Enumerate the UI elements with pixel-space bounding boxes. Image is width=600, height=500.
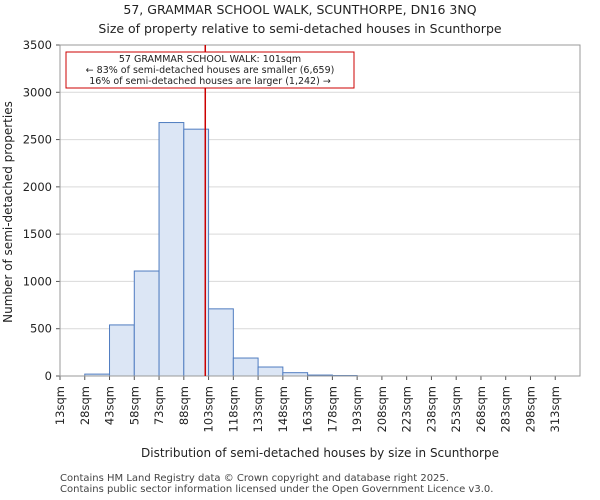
y-tick-label: 2500 — [23, 133, 52, 147]
y-tick-label: 3000 — [23, 85, 52, 99]
y-axis-label: Number of semi-detached properties — [1, 101, 15, 323]
x-tick-label: 238sqm — [424, 386, 438, 432]
x-tick-label: 58sqm — [127, 386, 141, 425]
bar — [183, 128, 210, 377]
annotation-box: 57 GRAMMAR SCHOOL WALK: 101sqm ← 83% of … — [65, 51, 355, 89]
y-tick-label: 1500 — [23, 227, 52, 241]
x-tick-label: 118sqm — [226, 386, 240, 432]
x-tick-label: 208sqm — [375, 386, 389, 432]
chart-subtitle: Size of property relative to semi-detach… — [98, 21, 501, 36]
x-tick-label: 73sqm — [152, 386, 166, 425]
y-tick-label: 0 — [45, 369, 52, 383]
x-tick-label: 13sqm — [53, 386, 67, 425]
y-tick-label: 500 — [30, 322, 52, 336]
x-axis-ticks: 13sqm 28sqm 43sqm 58sqm 73sqm 88sqm 103sqm 118s… — [53, 376, 562, 432]
x-tick-label: 148sqm — [276, 386, 290, 432]
footer-line-1: Contains HM Land Registry data © Crown c… — [60, 473, 449, 484]
x-tick-label: 163sqm — [301, 386, 315, 432]
annotation-line-2: ← 83% of semi-detached houses are smalle… — [86, 65, 335, 76]
bar — [232, 357, 259, 377]
x-tick-label: 193sqm — [350, 386, 364, 432]
x-tick-label: 268sqm — [474, 386, 488, 432]
bars — [84, 122, 358, 377]
bar — [257, 366, 284, 377]
plot-frame — [59, 44, 581, 377]
chart-title: 57, GRAMMAR SCHOOL WALK, SCUNTHORPE, DN1… — [123, 2, 476, 17]
y-tick-label: 1000 — [23, 274, 52, 288]
y-tick-label: 2000 — [23, 180, 52, 194]
x-tick-label: 253sqm — [449, 386, 463, 432]
x-tick-label: 43sqm — [103, 386, 117, 425]
x-tick-label: 283sqm — [499, 386, 513, 432]
x-tick-label: 178sqm — [325, 386, 339, 432]
bar — [133, 270, 160, 377]
x-tick-label: 88sqm — [177, 386, 191, 425]
y-axis-ticks: 0 500 1000 1500 2000 2500 3000 3500 — [23, 38, 60, 383]
annotation-line-1: 57 GRAMMAR SCHOOL WALK: 101sqm — [119, 54, 301, 65]
x-tick-label: 298sqm — [523, 386, 537, 432]
x-tick-label: 103sqm — [202, 386, 216, 432]
annotation-line-3: 16% of semi-detached houses are larger (… — [89, 76, 331, 87]
x-axis-label: Distribution of semi-detached houses by … — [141, 446, 499, 460]
x-tick-label: 313sqm — [548, 386, 562, 432]
y-tick-label: 3500 — [23, 38, 52, 52]
x-tick-label: 223sqm — [400, 386, 414, 432]
bar — [208, 308, 234, 377]
bar — [109, 324, 135, 377]
bar — [158, 122, 185, 377]
x-tick-label: 28sqm — [78, 386, 92, 425]
x-tick-label: 133sqm — [251, 386, 265, 432]
footer-line-2: Contains public sector information licen… — [60, 484, 494, 495]
